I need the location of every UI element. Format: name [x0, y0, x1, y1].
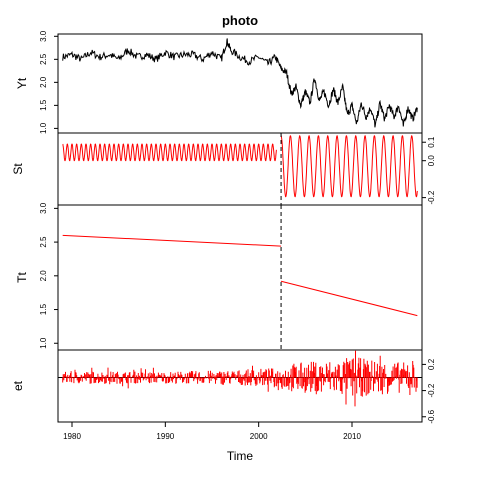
- y-tick-label: 3.0: [39, 30, 48, 42]
- y-tick-label: 2.0: [39, 76, 48, 88]
- y-tick-label: 0.1: [427, 136, 436, 148]
- x-axis-label: Time: [227, 449, 254, 463]
- panel-tt: 1.0 1.5 2.0 2.5 3.0 Tt: [15, 202, 423, 351]
- panel-et: -0.6 -0.2 0.2 et: [11, 349, 436, 424]
- y-tick-label: 0.2: [427, 358, 436, 370]
- series-line-yt: [62, 38, 418, 128]
- seasonal-segment-1: [62, 143, 277, 162]
- x-tick-label: 1980: [63, 432, 81, 441]
- y-axis-label: Yt: [15, 77, 29, 89]
- x-axis: 1980 1990 2000 2010: [63, 422, 361, 441]
- y-tick-label: -0.2: [427, 190, 436, 204]
- x-tick-label: 2010: [343, 432, 361, 441]
- y-axis-label: Tt: [15, 272, 29, 283]
- y-tick-label: -0.6: [427, 409, 436, 423]
- trend-segment-2: [280, 280, 418, 317]
- y-tick-label: 2.5: [39, 236, 48, 248]
- x-tick-label: 2000: [250, 432, 268, 441]
- x-tick-label: 1990: [156, 432, 174, 441]
- panel-frame: [57, 33, 423, 134]
- chart-title: photo: [222, 13, 258, 28]
- y-axis-label: St: [11, 163, 25, 175]
- y-tick-label: 1.0: [39, 337, 48, 349]
- panel-st: -0.2 0.0 0.1 St: [11, 132, 436, 206]
- panel-frame: [57, 204, 423, 351]
- residual-bars: [62, 350, 418, 407]
- panel-yt: 1.0 1.5 2.0 2.5 3.0 Yt: [15, 30, 423, 134]
- y-tick-label: 1.0: [39, 122, 48, 134]
- y-tick-label: 2.0: [39, 270, 48, 282]
- y-axis-label: et: [11, 380, 25, 391]
- y-tick-label: 2.5: [39, 53, 48, 65]
- y-tick-label: 3.0: [39, 202, 48, 214]
- y-tick-label: 1.5: [39, 99, 48, 111]
- y-tick-label: -0.2: [427, 383, 436, 397]
- y-tick-label: 0.0: [427, 155, 436, 167]
- y-tick-label: 1.5: [39, 303, 48, 315]
- seasonal-segment-2: [280, 135, 418, 198]
- trend-segment-1: [62, 234, 282, 247]
- panel-frame: [57, 349, 423, 423]
